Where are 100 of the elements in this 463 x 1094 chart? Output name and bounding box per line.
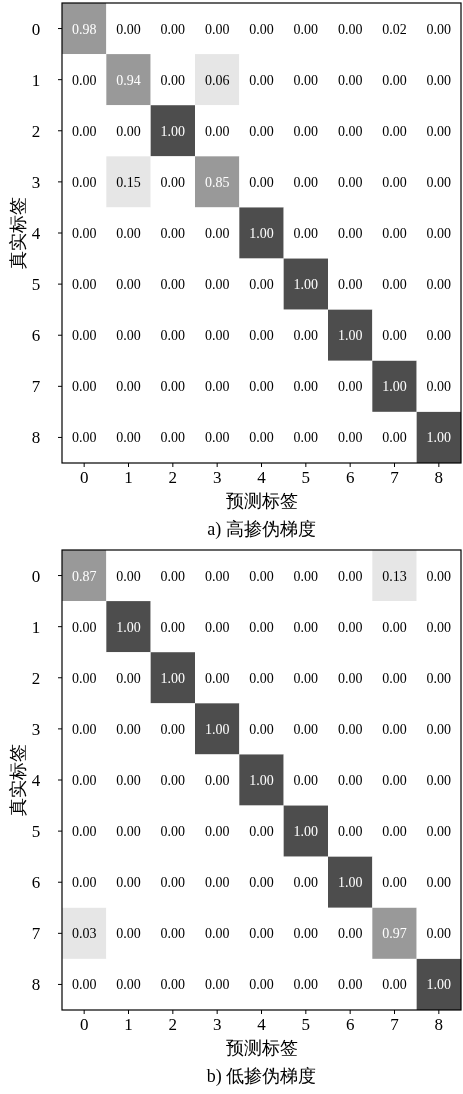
data-label: 0.00	[382, 123, 407, 139]
data-label: 0.00	[293, 721, 319, 737]
data-label: 0.00	[426, 568, 452, 584]
data-label: 0.00	[382, 277, 407, 293]
data-label: 0.00	[160, 328, 186, 344]
data-label: 0.00	[71, 226, 97, 241]
data-label: 0.00	[116, 926, 141, 942]
data-label: 0.00	[426, 670, 452, 686]
data-label: 0.00	[71, 277, 97, 293]
data-label: 0.00	[382, 226, 407, 241]
y-tick-label: 5	[31, 822, 41, 842]
data-label: 0.00	[337, 926, 363, 942]
text: a) 高掺伪梯度	[207, 519, 316, 540]
data-label: 0.00	[337, 670, 363, 686]
data-label: 0.00	[293, 430, 319, 446]
text: b) 低掺伪梯度	[206, 1066, 317, 1087]
data-label: 0.00	[426, 379, 452, 395]
data-label: 0.00	[293, 568, 319, 584]
data-label: 0.00	[160, 721, 186, 737]
data-label: 0.00	[204, 875, 230, 891]
data-label: 1.00	[337, 875, 363, 891]
data-label: 0.00	[71, 174, 97, 190]
data-label: 0.00	[204, 226, 230, 241]
data-label: 0.00	[116, 824, 141, 840]
data-label: 0.00	[160, 977, 186, 993]
data-label: 0.00	[160, 174, 186, 190]
data-label: 0.00	[249, 379, 274, 395]
data-label: 0.00	[337, 72, 363, 88]
data-label: 0.00	[382, 824, 407, 840]
x-tick-label: 0	[79, 1015, 89, 1034]
data-label: 0.00	[293, 977, 319, 993]
data-label: 0.00	[293, 875, 319, 891]
data-label: 0.00	[71, 72, 97, 88]
x-tick-label: 8	[434, 1015, 444, 1034]
y-tick-label: 6	[31, 326, 41, 346]
data-label: 0.00	[426, 123, 452, 139]
data-label: 0.94	[116, 72, 141, 88]
data-label: 0.00	[337, 773, 363, 788]
data-label: 0.00	[293, 174, 319, 190]
data-label: 0.00	[160, 21, 186, 37]
data-label: 0.00	[249, 123, 274, 139]
data-label: 0.00	[204, 21, 230, 37]
data-label: 0.00	[71, 123, 97, 139]
data-label: 0.00	[382, 72, 407, 88]
data-label: 0.00	[204, 379, 230, 395]
data-label: 0.00	[160, 430, 186, 446]
data-label: 0.00	[293, 226, 319, 241]
y-tick-label: 4	[31, 771, 41, 790]
data-label: 0.00	[337, 721, 363, 737]
data-label: 0.00	[249, 721, 274, 737]
x-tick-label: 5	[301, 1015, 311, 1034]
data-label: 0.00	[249, 21, 274, 37]
data-label: 0.00	[116, 379, 141, 395]
data-label: 0.00	[249, 670, 274, 686]
data-label: 0.00	[249, 430, 274, 446]
data-label: 0.00	[160, 379, 186, 395]
data-label: 0.00	[382, 875, 407, 891]
y-tick-label: 3	[31, 172, 41, 192]
data-label: 0.00	[249, 277, 274, 293]
x-tick-label: 1	[124, 468, 133, 487]
data-label: 0.00	[204, 277, 230, 293]
data-label: 0.00	[71, 328, 97, 344]
data-label: 0.00	[426, 328, 452, 344]
data-label: 0.00	[249, 174, 274, 190]
data-label: 0.00	[204, 123, 230, 139]
data-label: 0.00	[337, 977, 363, 993]
x-tick-label: 3	[212, 468, 222, 487]
x-tick-label: 2	[168, 1015, 178, 1034]
data-label: 0.00	[293, 670, 319, 686]
data-label: 0.00	[426, 277, 452, 293]
data-label: 0.00	[116, 21, 141, 37]
data-label: 0.00	[116, 773, 141, 788]
data-label: 0.87	[71, 568, 97, 584]
data-label: 0.00	[71, 773, 97, 788]
data-label: 0.00	[71, 379, 97, 395]
data-label: 0.00	[293, 123, 319, 139]
data-label: 0.00	[160, 277, 186, 293]
data-label: 0.00	[293, 72, 319, 88]
data-label: 0.15	[116, 174, 141, 190]
data-label: 0.00	[337, 21, 363, 37]
x-tick-label: 7	[390, 468, 400, 487]
data-label: 0.02	[382, 21, 407, 37]
data-label: 0.00	[71, 721, 97, 737]
x-tick-label: 0	[79, 468, 89, 487]
data-label: 0.00	[382, 977, 407, 993]
data-label: 0.00	[204, 926, 230, 942]
data-label: 0.00	[116, 226, 141, 241]
data-label: 0.85	[204, 174, 230, 190]
data-label: 0.00	[204, 430, 230, 446]
data-label: 0.97	[382, 926, 407, 942]
data-label: 0.00	[204, 824, 230, 840]
data-label: 0.00	[249, 875, 274, 891]
y-tick-label: 5	[31, 275, 41, 295]
x-tick-label: 7	[390, 1015, 400, 1034]
x-tick-label: 6	[345, 468, 355, 487]
data-label: 1.00	[249, 773, 274, 788]
x-tick-label: 8	[434, 468, 444, 487]
y-tick-label: 4	[31, 224, 41, 243]
data-label: 1.00	[116, 619, 141, 635]
data-label: 0.00	[116, 123, 141, 139]
